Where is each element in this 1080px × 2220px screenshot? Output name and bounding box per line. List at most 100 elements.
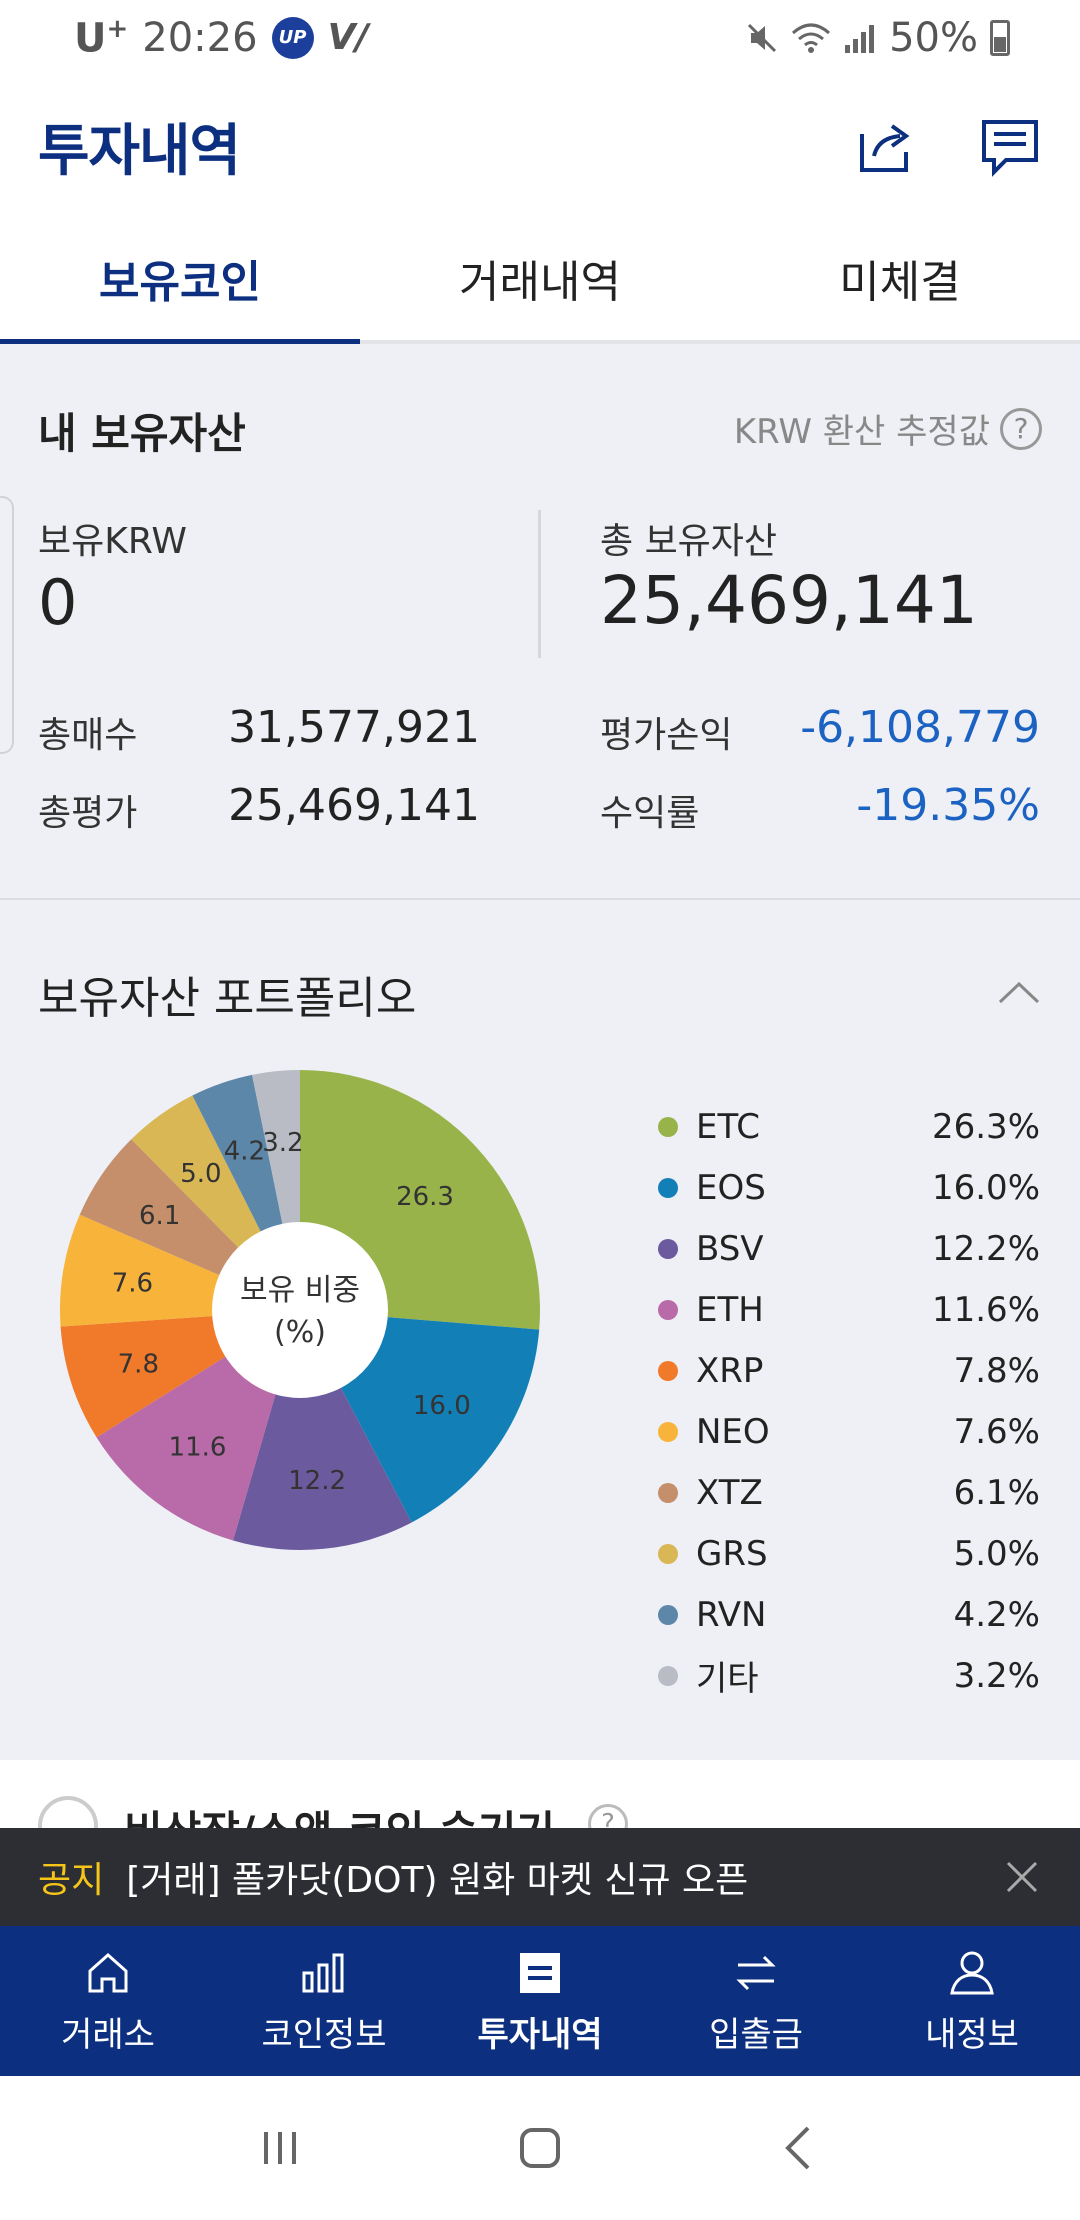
chevron-up-icon[interactable] (996, 970, 1042, 1016)
notice-banner[interactable]: 공지 [거래] 폴카닷(DOT) 원화 마켓 신규 오픈 (0, 1828, 1080, 1926)
mute-icon (748, 23, 777, 53)
legend-item[interactable]: NEO 7.6% (658, 1401, 1040, 1462)
legend-dot (658, 1665, 678, 1686)
nav-coin-info[interactable]: 코인정보 (216, 1926, 432, 2076)
back-icon[interactable] (770, 2118, 830, 2178)
transfer-icon (736, 1955, 776, 1990)
pie-data-label: 7.6 (112, 1268, 153, 1298)
legend-percent: 4.2% (953, 1594, 1040, 1635)
nav-deposit-withdraw[interactable]: 입출금 (648, 1926, 864, 2076)
app-header: 투자내역 (0, 76, 1080, 216)
pie-slice-bsv[interactable] (233, 1310, 412, 1550)
legend-name: XTZ (696, 1472, 763, 1513)
legend-percent: 3.2% (953, 1655, 1040, 1696)
tab-bar: 보유코인 거래내역 미체결 (0, 216, 1080, 344)
legend-item[interactable]: ETC 26.3% (658, 1096, 1040, 1157)
legend-percent: 6.1% (953, 1472, 1040, 1513)
home-button-icon[interactable] (510, 2118, 570, 2178)
pnl-value: -6,108,779 (800, 702, 1040, 753)
donut-hole (212, 1222, 388, 1398)
legend-percent: 16.0% (931, 1167, 1040, 1208)
legend-item[interactable]: XRP 7.8% (658, 1340, 1040, 1401)
legend-percent: 26.3% (931, 1106, 1040, 1147)
legend-name: EOS (696, 1167, 766, 1208)
message-icon[interactable] (978, 114, 1042, 178)
tab-pending-orders[interactable]: 미체결 (839, 257, 961, 308)
close-icon[interactable] (1002, 1857, 1042, 1897)
legend-item[interactable]: XTZ 6.1% (658, 1462, 1040, 1523)
share-icon[interactable] (854, 114, 918, 178)
legend-name: BSV (696, 1228, 764, 1269)
pie-data-label: 4.2 (224, 1136, 265, 1166)
wifi-icon (792, 23, 831, 53)
nav-coin-info-label: 코인정보 (261, 2014, 387, 2055)
notice-text[interactable]: [거래] 폴카닷(DOT) 원화 마켓 신규 오픈 (126, 1860, 749, 1901)
divider (538, 510, 541, 658)
notice-tag: 공지 (38, 1860, 105, 1901)
legend-percent: 7.6% (953, 1411, 1040, 1452)
nav-exchange[interactable]: 거래소 (0, 1926, 216, 2076)
battery-percent: 50% (889, 15, 978, 61)
page-title: 투자내역 (38, 118, 241, 184)
hide-small-coins-row[interactable]: 비상장/소액 코인 숨기기 ? (0, 1760, 1080, 1830)
legend-name: RVN (696, 1594, 767, 1635)
portfolio-section: 보유자산 포트폴리오 보유 비중 (%) 26.3 16.0 12.2 11.6 7.8… (0, 900, 1080, 1760)
legend-item[interactable]: GRS 5.0% (658, 1523, 1040, 1584)
pnl-label: 평가손익 (600, 715, 733, 756)
pie-data-label: 12.2 (288, 1466, 346, 1496)
legend-name: ETC (696, 1106, 760, 1147)
person-icon (950, 1951, 994, 1994)
signal-icon (845, 25, 875, 53)
krw-label: 보유KRW (38, 521, 187, 562)
nav-my-info-label: 내정보 (925, 2014, 1019, 2055)
return-rate-value: -19.35% (856, 780, 1040, 831)
home-icon (88, 1952, 128, 1992)
up-badge-icon: UP (271, 16, 314, 59)
legend-name: ETH (696, 1289, 764, 1330)
hide-small-coins-checkbox[interactable] (38, 1796, 98, 1830)
pie-data-label: 16.0 (413, 1391, 471, 1421)
tab-trade-history[interactable]: 거래내역 (459, 257, 621, 308)
help-icon[interactable]: ? (1000, 407, 1042, 450)
portfolio-pie-chart: 보유 비중 (%) 26.3 16.0 12.2 11.6 7.8 7.6 6.1 5.0 4.… (40, 1050, 560, 1570)
legend-percent: 7.8% (953, 1350, 1040, 1391)
legend-dot (658, 1421, 678, 1442)
legend-dot (658, 1177, 678, 1198)
legend-name: GRS (696, 1533, 768, 1574)
help-icon[interactable]: ? (588, 1804, 628, 1830)
nav-investments-label: 투자내역 (477, 2014, 603, 2055)
donut-center-line1: 보유 비중 (240, 1273, 360, 1308)
bottom-nav: 거래소 코인정보 투자내역 입출금 내정보 (0, 1926, 1080, 2076)
side-drawer-handle[interactable] (0, 496, 14, 754)
total-buy-label: 총매수 (38, 715, 138, 756)
legend-dot (658, 1299, 678, 1320)
carrier-label: U+ (74, 14, 129, 62)
legend-percent: 11.6% (931, 1289, 1040, 1330)
total-eval-value: 25,469,141 (228, 780, 480, 831)
v3-icon: V/ (327, 17, 369, 59)
legend-percent: 12.2% (931, 1228, 1040, 1269)
status-bar: U+ 20:26 UP V/ 50% (0, 0, 1080, 76)
legend-dot (658, 1543, 678, 1564)
pie-data-label: 11.6 (169, 1433, 227, 1463)
nav-exchange-label: 거래소 (61, 2014, 155, 2055)
legend-item[interactable]: RVN 4.2% (658, 1584, 1040, 1645)
total-eval-label: 총평가 (38, 793, 138, 834)
tab-holdings[interactable]: 보유코인 (0, 216, 360, 344)
legend-item[interactable]: EOS 16.0% (658, 1157, 1040, 1218)
pie-data-label: 6.1 (139, 1201, 180, 1231)
krw-estimate-note[interactable]: KRW 환산 추정값 ? (734, 404, 1042, 453)
nav-deposit-withdraw-label: 입출금 (709, 2014, 803, 2055)
nav-my-info[interactable]: 내정보 (864, 1926, 1080, 2076)
recent-apps-icon[interactable] (250, 2118, 310, 2178)
total-buy-value: 31,577,921 (228, 702, 480, 753)
legend-item[interactable]: BSV 12.2% (658, 1218, 1040, 1279)
pie-data-label: 5.0 (180, 1159, 221, 1189)
legend-name: 기타 (696, 1659, 759, 1699)
nav-investments[interactable]: 투자내역 (432, 1926, 648, 2076)
legend-item[interactable]: 기타 3.2% (658, 1645, 1040, 1706)
legend-item[interactable]: ETH 11.6% (658, 1279, 1040, 1340)
return-rate-label: 수익률 (600, 793, 700, 834)
hide-small-coins-label: 비상장/소액 코인 숨기기 (124, 1798, 555, 1830)
legend-percent: 5.0% (953, 1533, 1040, 1574)
